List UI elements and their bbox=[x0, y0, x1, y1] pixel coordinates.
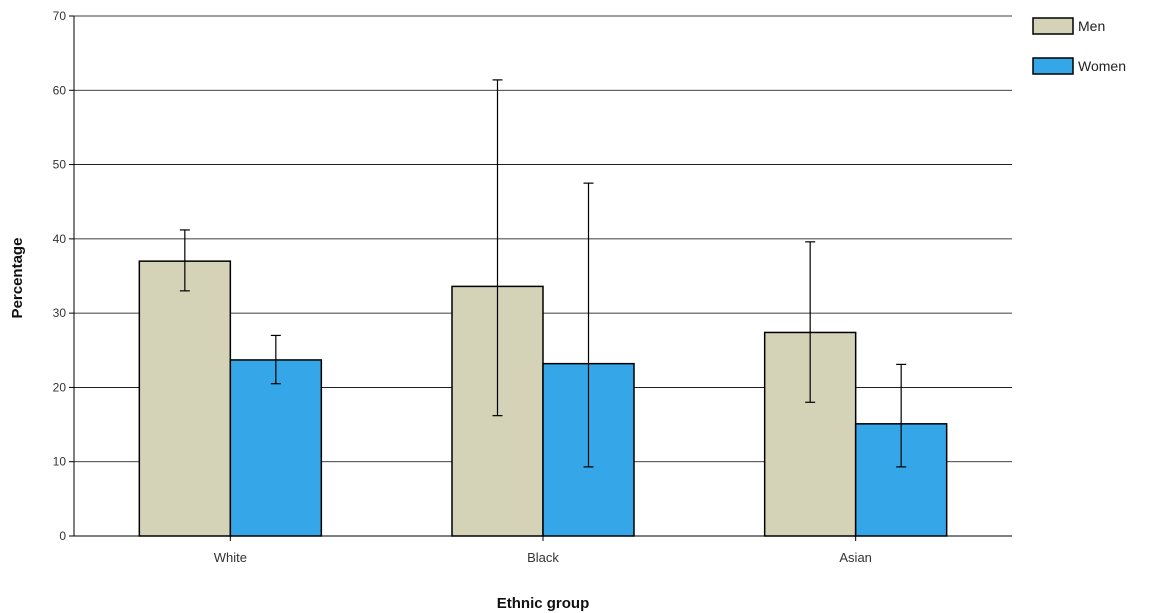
legend-label-men: Men bbox=[1078, 18, 1105, 34]
y-tick-label: 10 bbox=[53, 455, 67, 469]
y-tick-label: 60 bbox=[53, 83, 67, 97]
bar-men-white bbox=[138, 260, 232, 537]
x-category-label: White bbox=[214, 550, 247, 565]
bar-women-white bbox=[229, 359, 323, 537]
legend: Men Women bbox=[1032, 17, 1126, 75]
y-tick-label: 20 bbox=[53, 380, 67, 394]
legend-label-women: Women bbox=[1078, 58, 1126, 74]
legend-swatch-men bbox=[1032, 17, 1074, 35]
x-axis-categories: White Black Asian bbox=[214, 536, 872, 565]
y-tick-label: 70 bbox=[53, 9, 67, 23]
x-axis-title: Ethnic group bbox=[497, 595, 590, 612]
x-category-label: Black bbox=[527, 550, 559, 565]
y-tick-label: 50 bbox=[53, 158, 67, 172]
legend-swatch-women bbox=[1032, 57, 1074, 75]
error-bars bbox=[179, 79, 907, 468]
y-tick-label: 30 bbox=[53, 306, 67, 320]
y-tick-label: 40 bbox=[53, 232, 67, 246]
y-tick-label: 0 bbox=[59, 529, 66, 543]
y-axis-ticks: 0 10 20 30 40 50 60 70 bbox=[53, 9, 74, 543]
x-category-label: Asian bbox=[839, 550, 872, 565]
bars bbox=[138, 260, 948, 537]
y-axis-title: Percentage bbox=[9, 238, 26, 319]
